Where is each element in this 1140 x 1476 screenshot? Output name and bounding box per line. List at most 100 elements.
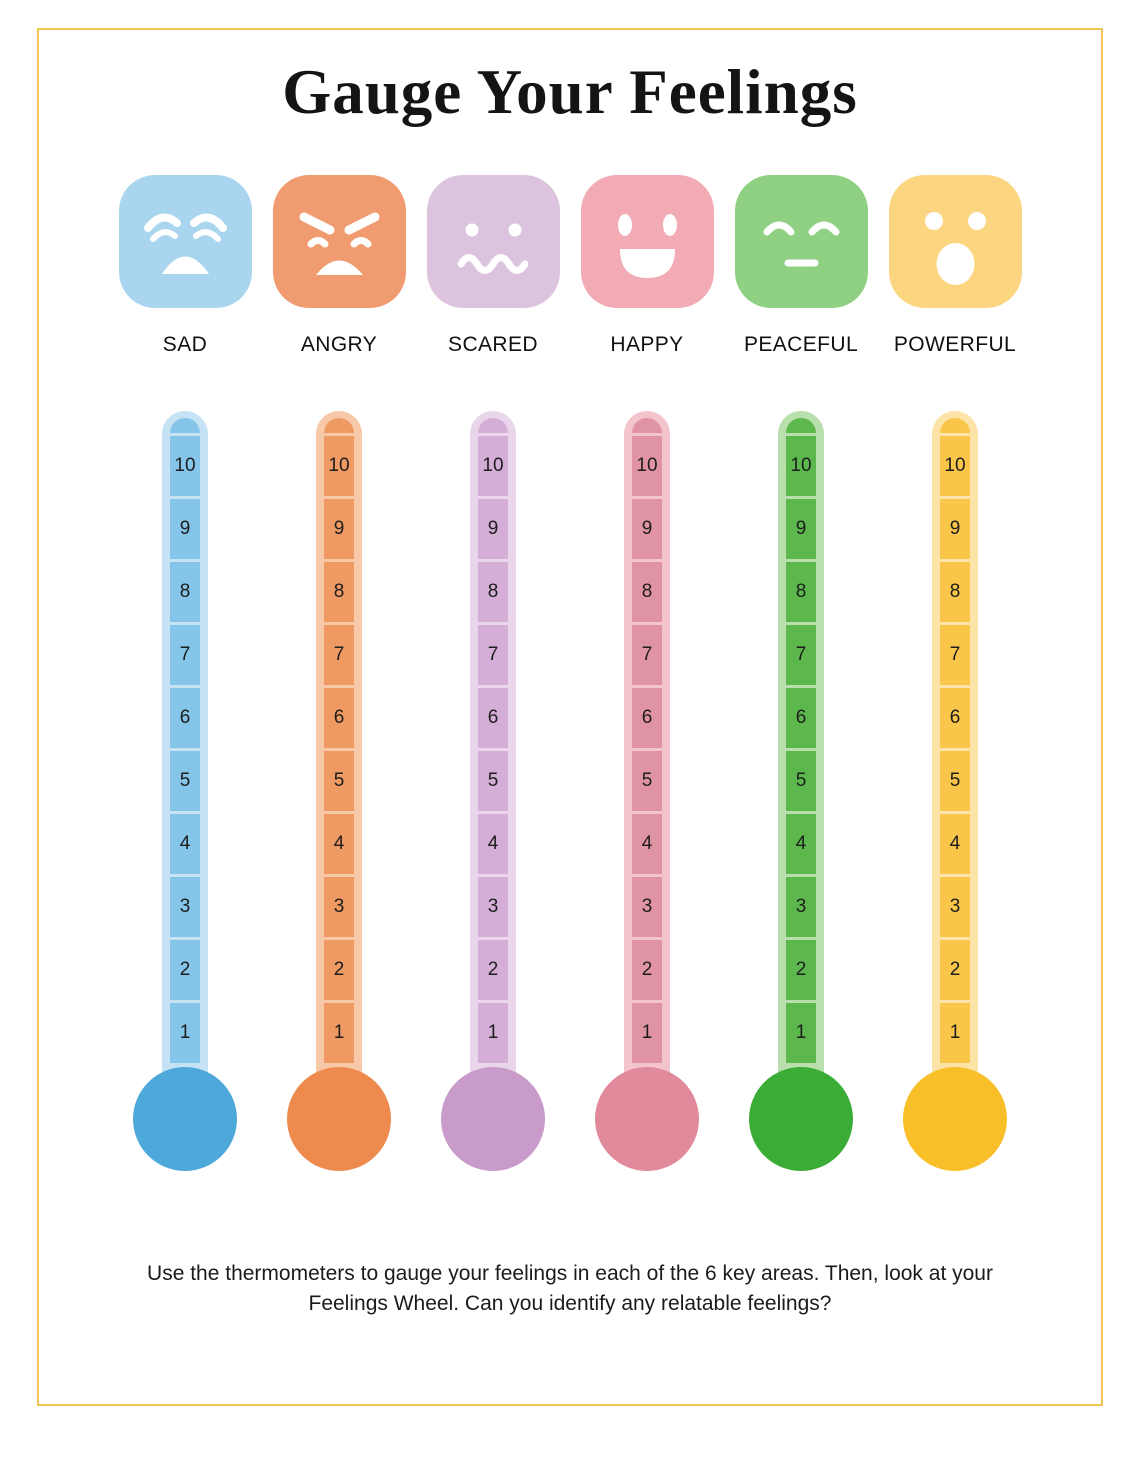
scale-cell: 1 — [478, 1003, 508, 1063]
scale-cell: 7 — [324, 625, 354, 685]
scale-cell: 7 — [170, 625, 200, 685]
scale-cell: 9 — [786, 499, 816, 559]
scale-cell: 9 — [170, 499, 200, 559]
thermometer-bulb — [133, 1067, 237, 1171]
scale-cell: 6 — [632, 688, 662, 748]
scale-cell: 10 — [940, 436, 970, 496]
scale-cell: 6 — [786, 688, 816, 748]
scale-cell: 9 — [940, 499, 970, 559]
emotion-card-powerful: POWERFUL — [888, 175, 1022, 357]
thermometer-bulb — [903, 1067, 1007, 1171]
tube-cap — [324, 418, 354, 433]
scale-cell: 1 — [324, 1003, 354, 1063]
scale-cell: 2 — [478, 940, 508, 1000]
emotion-card-sad: SAD — [118, 175, 252, 357]
thermometer-scared: 10 9 8 7 6 5 4 3 2 1 — [427, 411, 560, 1171]
tube-cap — [478, 418, 508, 433]
thermometer-scale: 10 9 8 7 6 5 4 3 2 1 — [324, 418, 354, 1063]
scale-cell: 5 — [478, 751, 508, 811]
tube-cap — [632, 418, 662, 433]
scale-cell: 10 — [632, 436, 662, 496]
thermometer-row: 10 9 8 7 6 5 4 3 2 1 10 9 8 7 6 5 4 3 2 1 10 9 8 7 6 5 4 3 2 1 10 9 8 7 6 5… — [0, 411, 1140, 1171]
thermometer-tube: 10 9 8 7 6 5 4 3 2 1 — [162, 411, 208, 1101]
scale-cell: 1 — [632, 1003, 662, 1063]
tube-cap — [940, 418, 970, 433]
thermometer-angry: 10 9 8 7 6 5 4 3 2 1 — [273, 411, 406, 1171]
thermometer-bulb — [287, 1067, 391, 1171]
powerful-face-icon — [888, 175, 1022, 308]
scale-cell: 2 — [940, 940, 970, 1000]
scared-face-icon — [426, 175, 560, 308]
scale-cell: 6 — [940, 688, 970, 748]
thermometer-sad: 10 9 8 7 6 5 4 3 2 1 — [119, 411, 252, 1171]
scale-cell: 7 — [940, 625, 970, 685]
thermometer-scale: 10 9 8 7 6 5 4 3 2 1 — [786, 418, 816, 1063]
emotion-label: ANGRY — [300, 333, 378, 356]
thermometer-tube: 10 9 8 7 6 5 4 3 2 1 — [932, 411, 978, 1101]
scale-cell: 4 — [940, 814, 970, 874]
thermometer-scale: 10 9 8 7 6 5 4 3 2 1 — [478, 418, 508, 1063]
thermometer-scale: 10 9 8 7 6 5 4 3 2 1 — [632, 418, 662, 1063]
scale-cell: 2 — [632, 940, 662, 1000]
emotion-label: PEACEFUL — [743, 333, 859, 356]
thermometer-powerful: 10 9 8 7 6 5 4 3 2 1 — [889, 411, 1022, 1171]
scale-cell: 4 — [324, 814, 354, 874]
scale-cell: 3 — [324, 877, 354, 937]
scale-cell: 7 — [632, 625, 662, 685]
happy-face-icon — [580, 175, 714, 308]
tube-cap — [786, 418, 816, 433]
scale-cell: 7 — [786, 625, 816, 685]
thermometer-bulb — [595, 1067, 699, 1171]
emotion-card-happy: HAPPY — [580, 175, 714, 357]
emotion-card-scared: SCARED — [426, 175, 560, 357]
thermometer-tube: 10 9 8 7 6 5 4 3 2 1 — [316, 411, 362, 1101]
thermometer-tube: 10 9 8 7 6 5 4 3 2 1 — [470, 411, 516, 1101]
scale-cell: 8 — [632, 562, 662, 622]
scale-cell: 10 — [786, 436, 816, 496]
tube-cap — [170, 418, 200, 433]
emotion-row: SAD ANGRY SCARED HAPPY PEACEFUL POWERFUL — [0, 175, 1140, 357]
emotion-label: SCARED — [448, 333, 538, 356]
thermometer-bulb — [749, 1067, 853, 1171]
scale-cell: 2 — [786, 940, 816, 1000]
scale-cell: 1 — [786, 1003, 816, 1063]
scale-cell: 4 — [478, 814, 508, 874]
scale-cell: 1 — [170, 1003, 200, 1063]
footer-instructions: Use the thermometers to gauge your feeli… — [147, 1262, 993, 1316]
scale-cell: 2 — [170, 940, 200, 1000]
scale-cell: 5 — [170, 751, 200, 811]
thermometer-tube: 10 9 8 7 6 5 4 3 2 1 — [778, 411, 824, 1101]
angry-face-icon — [272, 175, 406, 308]
scale-cell: 5 — [786, 751, 816, 811]
scale-cell: 8 — [478, 562, 508, 622]
scale-cell: 8 — [940, 562, 970, 622]
scale-cell: 1 — [940, 1003, 970, 1063]
thermometer-tube: 10 9 8 7 6 5 4 3 2 1 — [624, 411, 670, 1101]
scale-cell: 6 — [170, 688, 200, 748]
scale-cell: 9 — [324, 499, 354, 559]
scale-cell: 9 — [632, 499, 662, 559]
scale-cell: 3 — [632, 877, 662, 937]
emotion-card-peaceful: PEACEFUL — [734, 175, 868, 357]
thermometer-scale: 10 9 8 7 6 5 4 3 2 1 — [940, 418, 970, 1063]
scale-cell: 4 — [786, 814, 816, 874]
peaceful-face-icon — [734, 175, 868, 308]
page-title: Gauge Your Feelings — [282, 57, 858, 127]
scale-cell: 3 — [170, 877, 200, 937]
emotion-label: HAPPY — [610, 333, 684, 356]
scale-cell: 6 — [324, 688, 354, 748]
scale-cell: 5 — [324, 751, 354, 811]
scale-cell: 10 — [478, 436, 508, 496]
scale-cell: 5 — [632, 751, 662, 811]
scale-cell: 4 — [170, 814, 200, 874]
scale-cell: 7 — [478, 625, 508, 685]
scale-cell: 4 — [632, 814, 662, 874]
scale-cell: 10 — [170, 436, 200, 496]
thermometer-scale: 10 9 8 7 6 5 4 3 2 1 — [170, 418, 200, 1063]
scale-cell: 10 — [324, 436, 354, 496]
emotion-label: POWERFUL — [893, 333, 1017, 356]
scale-cell: 3 — [786, 877, 816, 937]
thermometer-bulb — [441, 1067, 545, 1171]
sad-face-icon — [118, 175, 252, 308]
